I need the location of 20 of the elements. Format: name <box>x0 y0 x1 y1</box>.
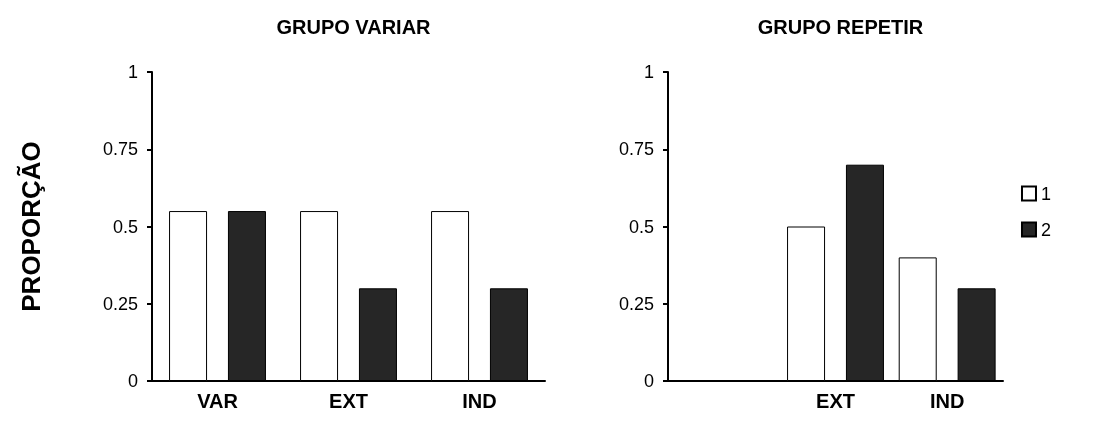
chart-title: GRUPO REPETIR <box>757 16 924 38</box>
chart-title: GRUPO VARIAR <box>276 16 432 38</box>
y-tick-label: 0.5 <box>628 216 654 237</box>
x-tick-label: IND <box>462 390 497 412</box>
y-tick-label: 0 <box>127 371 138 391</box>
legend-label: 1 <box>1040 183 1051 204</box>
legend-label: 2 <box>1040 219 1051 240</box>
x-tick-label: VAR <box>197 390 239 412</box>
y-tick-label: 1 <box>643 62 654 82</box>
x-tick-label: EXT <box>329 390 368 412</box>
y-tick-label: 0.75 <box>618 139 654 160</box>
x-tick-label: IND <box>929 390 965 412</box>
x-tick-label: EXT <box>816 390 855 412</box>
y-tick-label: 1 <box>127 62 138 82</box>
y-tick-label: 0.5 <box>112 216 138 237</box>
y-tick-label: 0.25 <box>618 293 654 314</box>
y-axis-title: PROPORÇÃO <box>16 141 46 312</box>
y-tick-label: 0 <box>643 371 654 391</box>
y-tick-label: 0.75 <box>102 139 138 160</box>
y-tick-label: 0.25 <box>102 293 138 314</box>
